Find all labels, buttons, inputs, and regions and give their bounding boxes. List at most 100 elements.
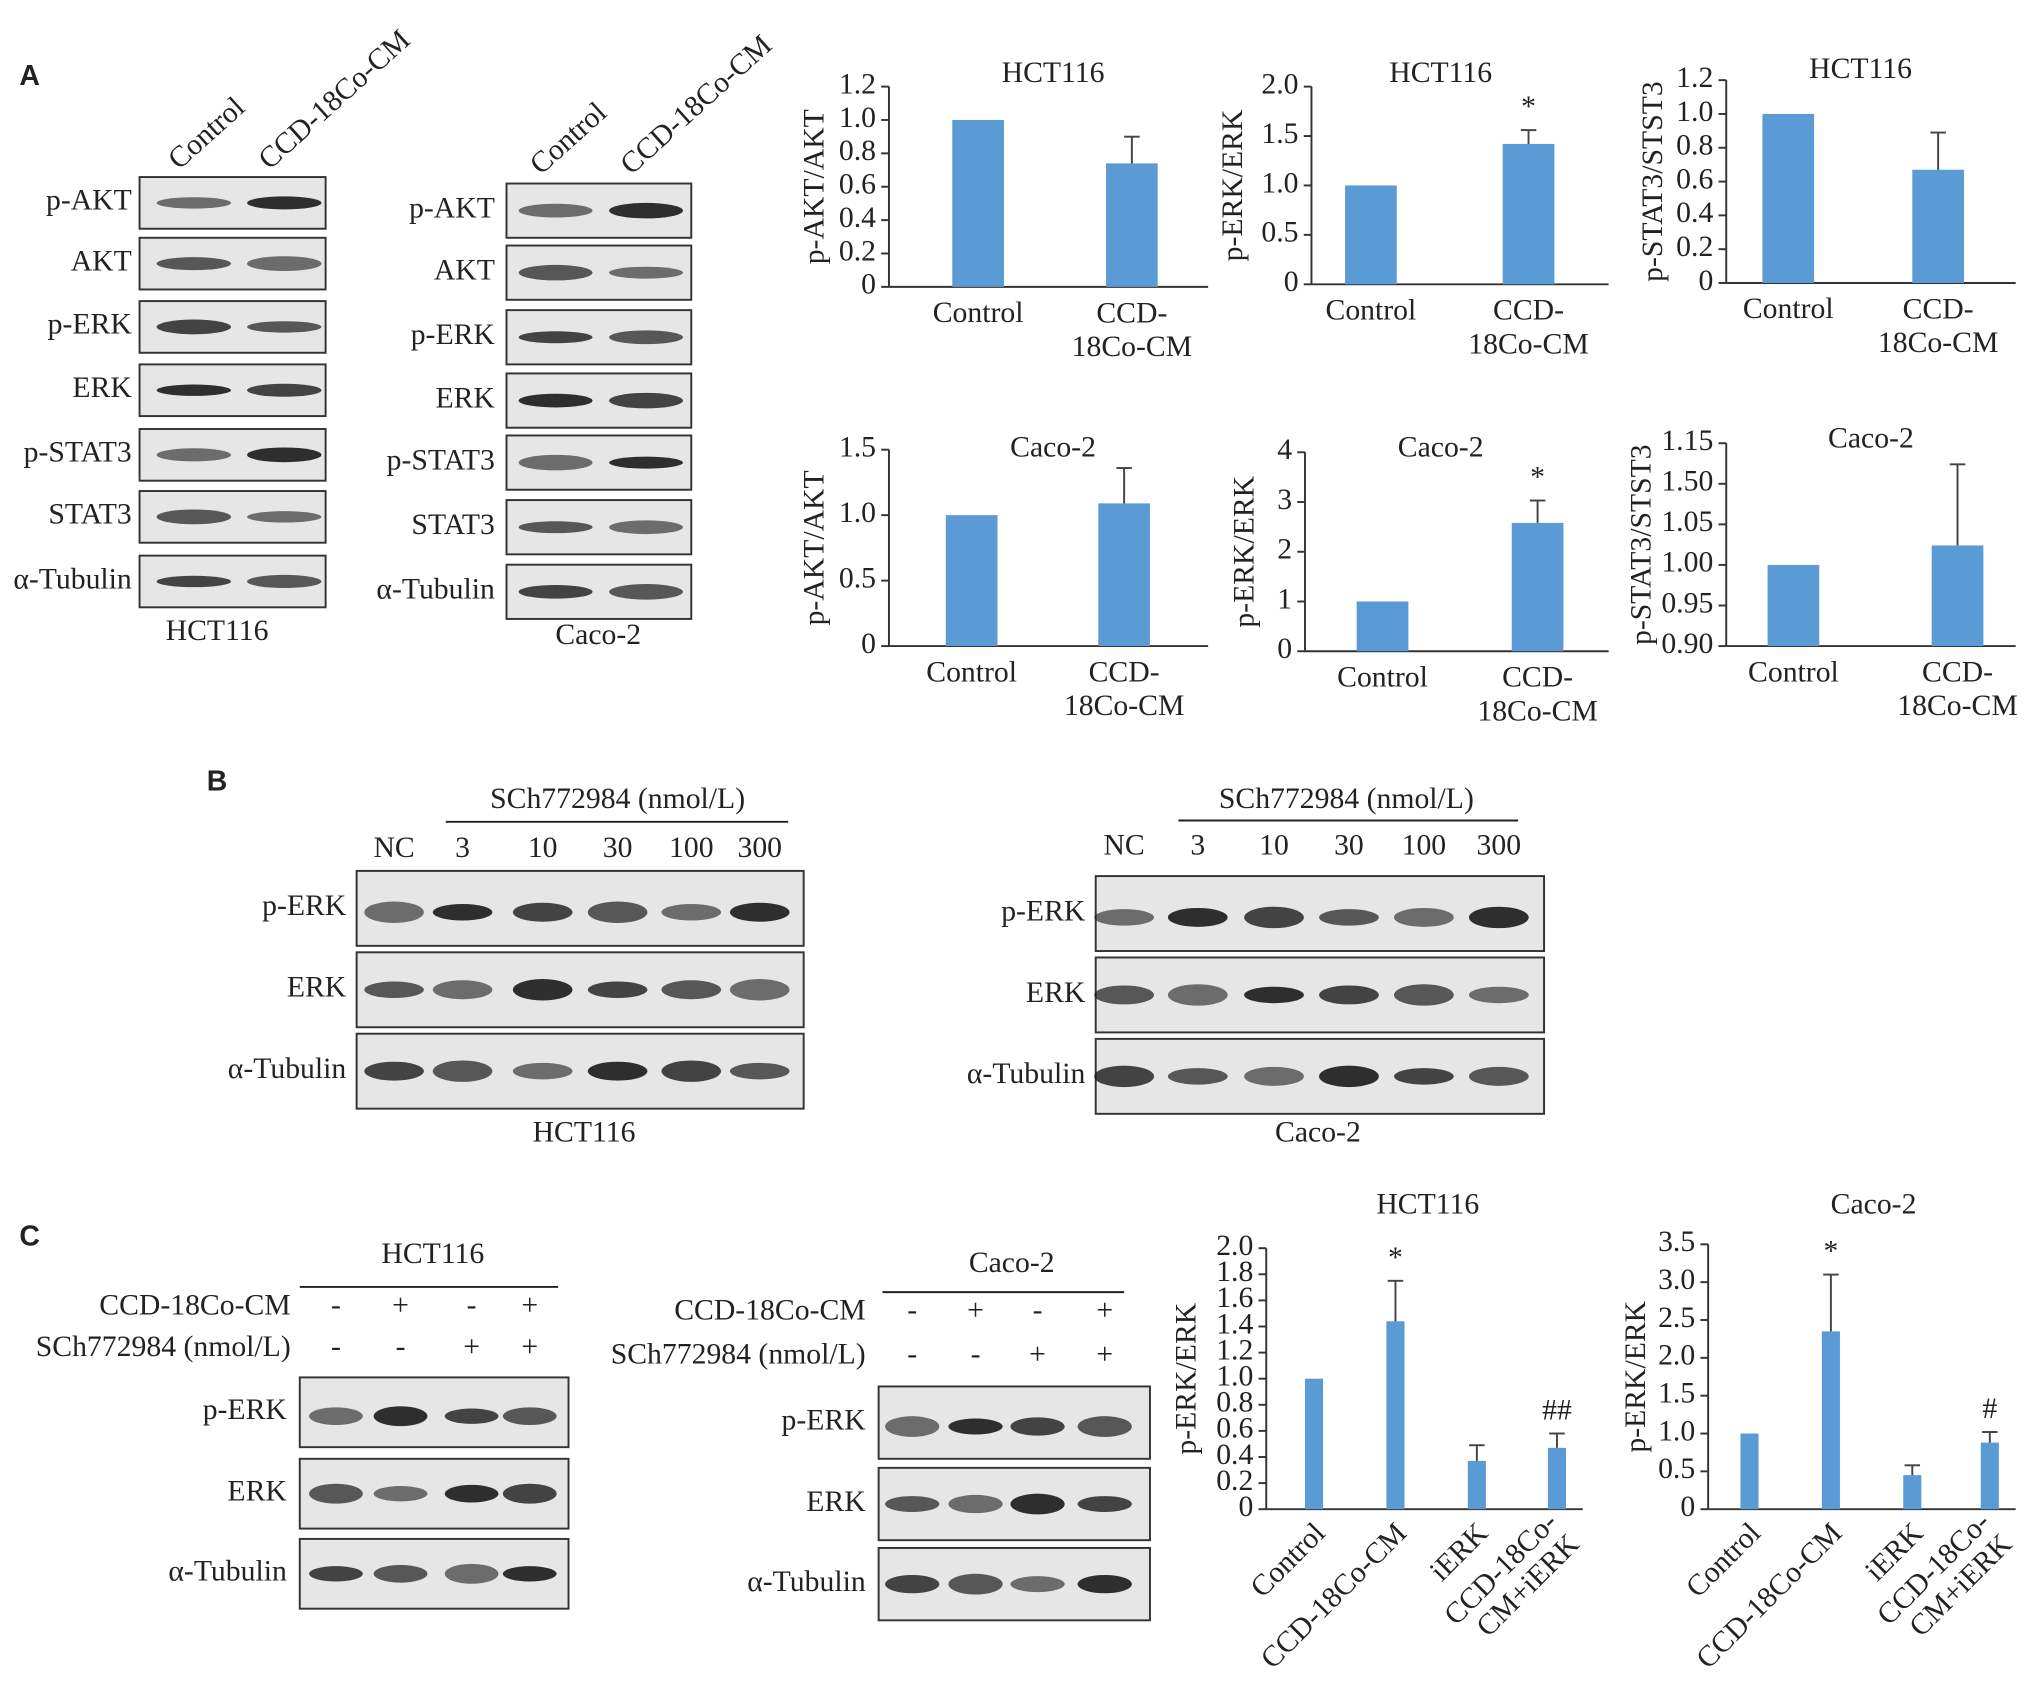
y-tick-label: 0.5 (1658, 1453, 1695, 1485)
y-tick-label: 0.5 (1261, 217, 1298, 249)
chart-title: Caco-2 (1398, 431, 1484, 463)
x-tick-label: CCD-18Co-CM+iERK (1871, 1506, 2019, 1654)
error-bar (1469, 1444, 1485, 1461)
row-label: ERK (72, 372, 132, 404)
band (1244, 906, 1304, 929)
y-tick-label: 3.5 (1658, 1226, 1695, 1258)
band (661, 1060, 722, 1082)
band (247, 447, 322, 463)
band (1167, 1068, 1228, 1085)
y-tick-label: 0 (1698, 265, 1713, 297)
band (609, 584, 683, 600)
lane-label: 100 (669, 832, 714, 864)
x-tick-label: Control (926, 656, 1017, 688)
treatment-label: SCh772984 (nmol/L) (1219, 783, 1474, 815)
y-tick-label: 1.15 (1661, 425, 1713, 457)
blot-strip (355, 951, 805, 1029)
y-axis-label: p-AKT/AKT (798, 109, 830, 264)
band (502, 1566, 557, 1582)
y-tick-label: 0.95 (1661, 587, 1713, 619)
band (1244, 1066, 1304, 1086)
row-label: ERK (1026, 977, 1086, 1009)
band (729, 902, 790, 922)
y-axis-label: p-ERK/ERK (1229, 475, 1261, 627)
band (518, 521, 593, 534)
band (1244, 986, 1304, 1004)
y-tick-label: 1.0 (1658, 1415, 1695, 1447)
band (1094, 909, 1155, 926)
significance-mark: ## (1542, 1395, 1572, 1427)
band (247, 574, 322, 589)
blot-caption: Caco-2 (555, 619, 641, 651)
bar (1762, 113, 1815, 284)
band (1010, 1576, 1065, 1593)
band (518, 584, 593, 599)
chart-title: HCT116 (1809, 53, 1912, 85)
band (518, 264, 593, 281)
x-tick-label: CCD-18Co-CM (1072, 297, 1192, 363)
row-label: α-Tubulin (747, 1566, 866, 1598)
lane-label: 300 (1477, 829, 1522, 861)
bar (1931, 545, 1984, 647)
panel-label: B (207, 766, 228, 798)
y-tick-label: 0.6 (1676, 163, 1713, 195)
lane-label: 100 (1402, 829, 1447, 861)
row-label: ERK (806, 1486, 866, 1518)
row-label: p-ERK (262, 890, 347, 922)
bar (1467, 1460, 1486, 1510)
chart-title: HCT116 (1002, 57, 1105, 89)
band (364, 1061, 424, 1081)
row-label: p-ERK (411, 319, 496, 351)
band (1010, 1493, 1065, 1515)
treatment-sign: + (1096, 1339, 1113, 1371)
y-tick-label: 0.4 (1676, 197, 1713, 229)
band (432, 980, 493, 1000)
treatment-sign: + (521, 1289, 538, 1321)
band (444, 1563, 499, 1584)
band (609, 202, 683, 219)
band (587, 1061, 648, 1081)
band (502, 1483, 557, 1504)
lane-label: CCD-18Co-CM (614, 29, 778, 181)
band (502, 1407, 557, 1425)
band (1393, 1068, 1454, 1085)
treatment-sign: + (1029, 1339, 1046, 1371)
blot-strip (355, 1032, 805, 1110)
x-tick-label: Control (933, 297, 1024, 329)
treatment-sign: + (967, 1295, 984, 1327)
band (587, 981, 648, 999)
treatment-sign: - (971, 1339, 981, 1371)
row-label: p-ERK (203, 1394, 288, 1426)
y-tick-label: 1.5 (1658, 1377, 1695, 1409)
band (156, 448, 232, 462)
error-bar (1387, 1279, 1404, 1322)
band (948, 1418, 1003, 1435)
bar (1305, 1378, 1324, 1510)
error-bar (1529, 499, 1546, 523)
treatment-sign: - (331, 1331, 341, 1363)
bar (1547, 1447, 1567, 1510)
bar (1098, 503, 1150, 647)
band (1077, 1574, 1132, 1594)
x-tick-label: CCD-18Co-CM (1064, 656, 1184, 722)
error-bar (1549, 1432, 1565, 1448)
band (661, 904, 722, 921)
bar (1511, 522, 1564, 652)
chart-title: HCT116 (1376, 1189, 1479, 1221)
row-label: AKT (434, 254, 495, 286)
bar (1740, 1433, 1759, 1510)
band (609, 266, 683, 279)
error-bar (1982, 1431, 1998, 1443)
lane-label: Control (162, 91, 251, 176)
band (432, 1060, 493, 1082)
band (729, 1062, 790, 1080)
y-tick-label: 0 (1277, 633, 1292, 665)
lane-label: 300 (737, 832, 782, 864)
band (518, 203, 593, 218)
blot-title: HCT116 (381, 1238, 484, 1270)
band (1010, 1417, 1065, 1436)
y-tick-label: 2.0 (1658, 1340, 1695, 1372)
band (247, 256, 322, 272)
x-tick-label: Control (1337, 661, 1428, 693)
